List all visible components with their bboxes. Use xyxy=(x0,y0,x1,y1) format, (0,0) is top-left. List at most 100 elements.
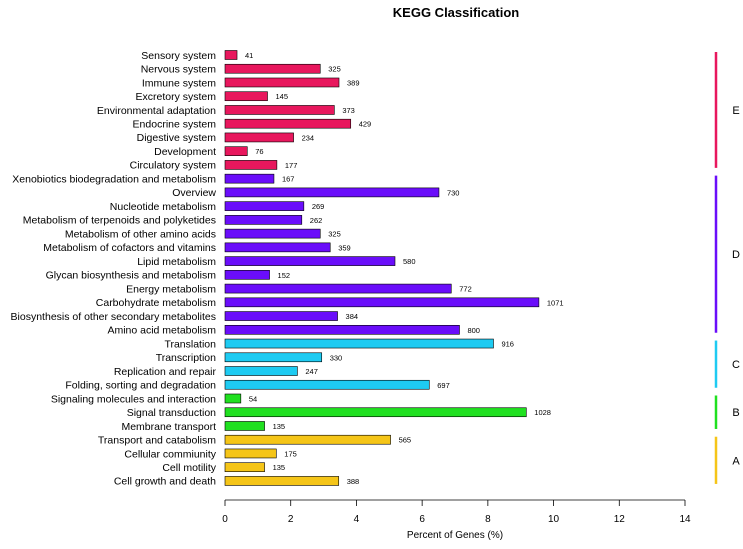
category-label: Excretory system xyxy=(135,91,216,103)
value-label: 429 xyxy=(359,120,372,129)
category-label: Nervous system xyxy=(141,64,217,76)
value-label: 262 xyxy=(310,216,323,225)
bar-metabolism-of-terpenoids-and-polyketides xyxy=(224,215,303,225)
bar-transport-and-catabolism xyxy=(224,434,391,445)
category-label: Transport and catabolism xyxy=(98,435,216,447)
value-label: 234 xyxy=(302,133,315,142)
category-label: Folding, sorting and degradation xyxy=(65,380,216,392)
x-tick-label: 6 xyxy=(419,514,425,525)
bar-biosynthesis-of-other-secondary-metabolites xyxy=(224,311,338,321)
value-label: 135 xyxy=(273,422,286,431)
value-label: 145 xyxy=(276,92,289,101)
value-label: 247 xyxy=(305,367,318,376)
group-brackets: E D C B A xyxy=(714,52,740,484)
x-tick-label: 8 xyxy=(485,514,491,525)
category-label: Overview xyxy=(172,187,216,199)
x-tick-label: 2 xyxy=(288,514,294,525)
bar-endocrine-system xyxy=(224,118,352,129)
x-tick-label: 14 xyxy=(679,514,691,525)
value-label: 697 xyxy=(437,381,450,390)
value-label: 325 xyxy=(328,65,341,74)
bar-translation xyxy=(224,338,494,349)
value-label: 800 xyxy=(467,326,480,335)
value-label: 1071 xyxy=(547,298,564,307)
bar-nucleotide-metabolism xyxy=(224,201,305,211)
category-label: Membrane transport xyxy=(121,421,216,433)
value-label: 325 xyxy=(328,230,341,239)
value-label: 373 xyxy=(342,106,355,115)
category-label: Translation xyxy=(164,338,216,350)
bar-glycan-biosynthesis-and-metabolism xyxy=(224,270,270,280)
bars-layer xyxy=(224,50,540,486)
category-label: Cell growth and death xyxy=(114,476,216,488)
bar-signaling-molecules-and-interaction xyxy=(224,393,242,404)
x-tick-label: 10 xyxy=(548,514,560,525)
bar-sensory-system xyxy=(224,50,238,60)
category-label: Endocrine system xyxy=(133,119,217,131)
value-label: 772 xyxy=(459,285,472,294)
value-label: 580 xyxy=(403,257,416,266)
bar-signal-transduction xyxy=(224,407,527,418)
bar-overview xyxy=(224,187,440,198)
bar-digestive-system xyxy=(224,132,294,143)
category-label: Metabolism of other amino acids xyxy=(65,228,216,240)
bar-membrane-transport xyxy=(224,421,265,431)
category-label: Lipid metabolism xyxy=(137,256,216,268)
value-label: 1028 xyxy=(534,408,551,417)
value-label: 384 xyxy=(346,312,359,321)
value-label: 565 xyxy=(399,436,412,445)
category-label: Carbohydrate metabolism xyxy=(96,297,216,309)
value-label: 389 xyxy=(347,78,360,87)
value-label: 41 xyxy=(245,51,253,60)
value-label: 167 xyxy=(282,175,295,184)
category-label: Transcription xyxy=(156,352,216,364)
bar-nervous-system xyxy=(224,63,321,74)
category-label: Nucleotide metabolism xyxy=(110,201,216,213)
category-label: Environmental adaptation xyxy=(97,105,216,117)
value-label: 916 xyxy=(501,340,514,349)
bar-excretory-system xyxy=(224,91,268,102)
category-label: Biosynthesis of other secondary metaboli… xyxy=(11,311,216,323)
category-label: Cellular commiunity xyxy=(124,448,216,460)
x-axis-title: Percent of Genes (%) xyxy=(407,530,503,541)
category-label: Cell motility xyxy=(162,462,216,474)
x-tick-label: 0 xyxy=(222,514,228,525)
value-label: 730 xyxy=(447,188,460,197)
category-label: Development xyxy=(154,146,216,158)
category-label: Metabolism of terpenoids and polyketides xyxy=(23,215,216,227)
category-label: Signal transduction xyxy=(127,407,216,419)
bar-replication-and-repair xyxy=(224,366,298,376)
chart-title: KEGG Classification xyxy=(393,5,519,20)
category-label: Circulatory system xyxy=(130,160,217,172)
bar-amino-acid-metabolism xyxy=(224,324,460,335)
bar-lipid-metabolism xyxy=(224,256,396,266)
bar-cell-motility xyxy=(224,462,265,473)
x-tick-label: 12 xyxy=(614,514,626,525)
value-label: 54 xyxy=(249,395,257,404)
value-label: 330 xyxy=(330,353,343,362)
group-label-a: A xyxy=(732,455,740,467)
bar-development xyxy=(224,146,248,156)
value-label: 177 xyxy=(285,161,298,170)
value-label: 76 xyxy=(255,147,263,156)
value-label: 388 xyxy=(347,477,360,486)
category-label: Glycan biosynthesis and metabolism xyxy=(46,270,217,282)
bar-cellular-commiunity xyxy=(224,448,277,459)
bar-circulatory-system xyxy=(224,160,278,170)
group-label-d: D xyxy=(732,249,740,261)
x-axis: 0 2 4 6 8 10 12 14 xyxy=(222,499,691,525)
bar-cell-growth-and-death xyxy=(224,476,340,486)
category-label: Signaling molecules and interaction xyxy=(51,393,216,405)
bar-immune-system xyxy=(224,77,340,88)
bar-energy-metabolism xyxy=(224,283,452,294)
x-tick-label: 4 xyxy=(354,514,360,525)
category-label: Xenobiotics biodegradation and metabolis… xyxy=(12,173,216,185)
value-label: 359 xyxy=(338,243,351,252)
group-label-e: E xyxy=(732,105,739,117)
bar-metabolism-of-cofactors-and-vitamins xyxy=(224,242,331,253)
category-label: Digestive system xyxy=(137,132,217,144)
category-label: Energy metabolism xyxy=(126,283,216,295)
value-label: 135 xyxy=(273,463,286,472)
